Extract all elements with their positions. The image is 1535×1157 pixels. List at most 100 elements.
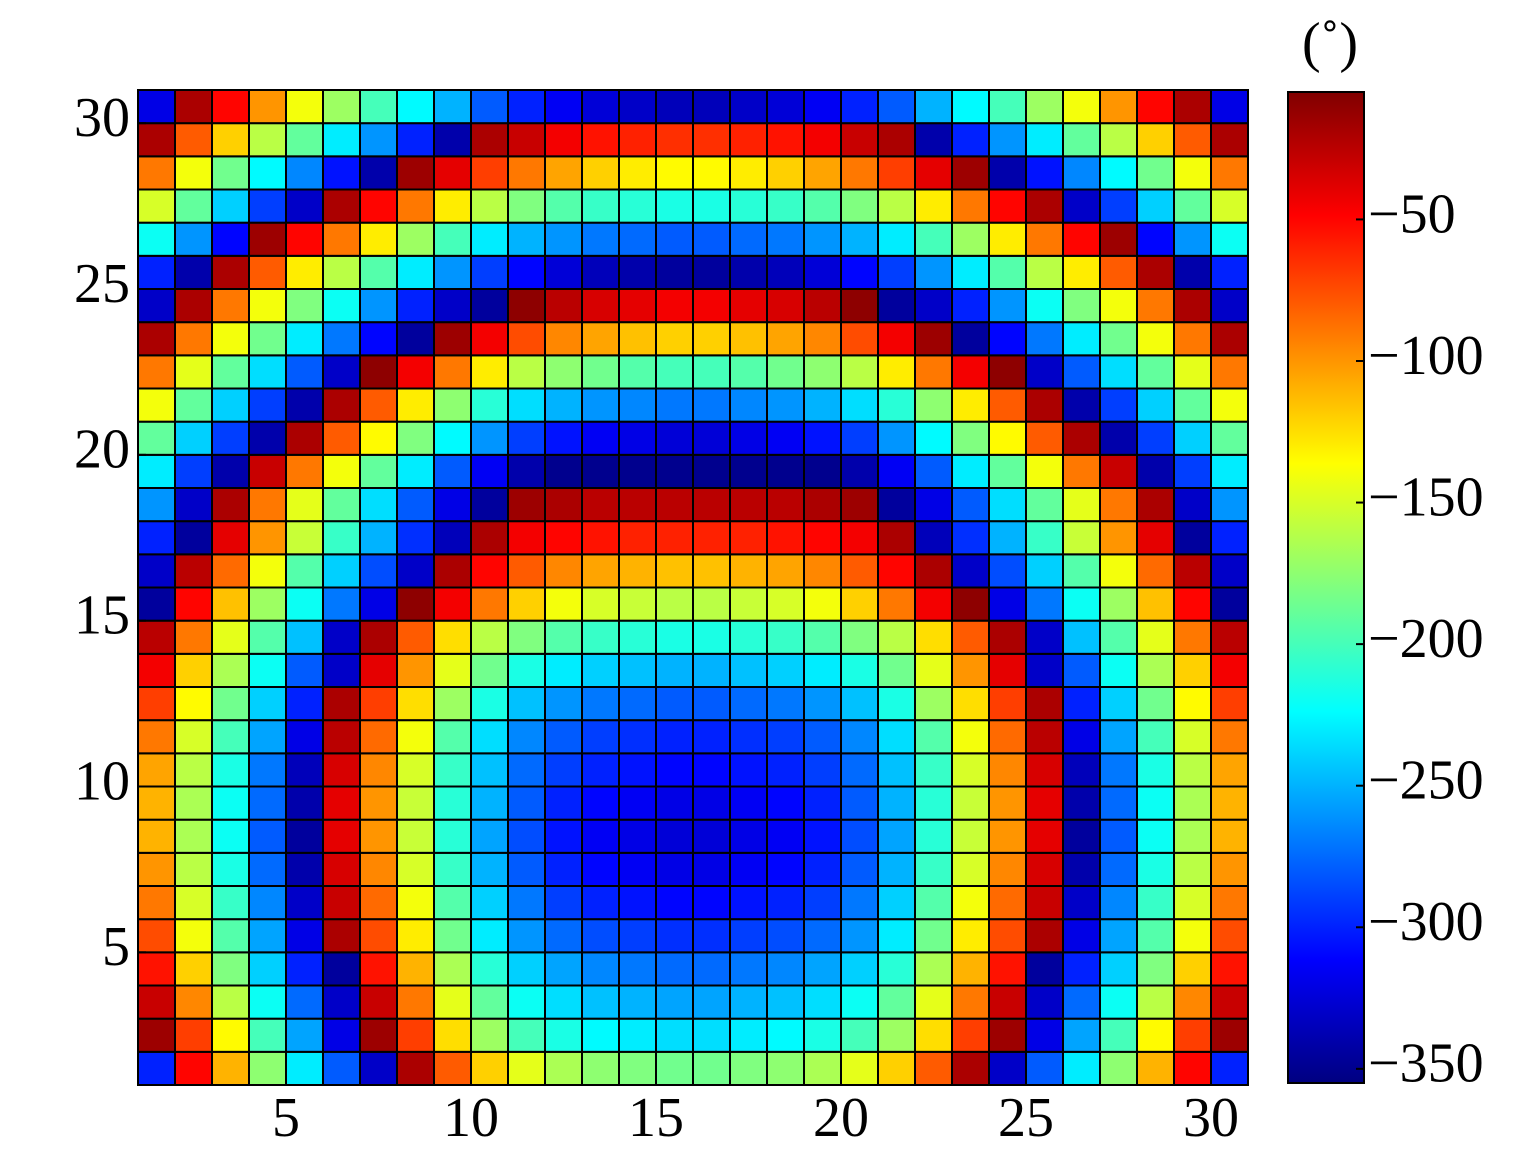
heatmap-cell xyxy=(285,122,324,158)
heatmap-cell xyxy=(729,851,768,887)
heatmap-cell xyxy=(988,221,1027,257)
heatmap-cell xyxy=(359,420,398,456)
heatmap-cell xyxy=(137,89,176,125)
heatmap-cell xyxy=(137,553,176,589)
heatmap-cell xyxy=(692,155,731,191)
heatmap-cell xyxy=(1025,752,1064,788)
heatmap-cell xyxy=(285,818,324,854)
heatmap-cell xyxy=(470,885,509,921)
heatmap-cell xyxy=(877,89,916,125)
heatmap-cell xyxy=(803,487,842,523)
heatmap-cell xyxy=(507,321,546,357)
heatmap-cell xyxy=(729,818,768,854)
heatmap-cell xyxy=(433,221,472,257)
heatmap-cell xyxy=(137,254,176,290)
heatmap-cell xyxy=(655,719,694,755)
heatmap-cell xyxy=(285,851,324,887)
heatmap-cell xyxy=(729,652,768,688)
heatmap-cell xyxy=(840,951,879,987)
heatmap-cell xyxy=(1136,1017,1175,1053)
heatmap-cell xyxy=(1210,520,1249,556)
heatmap-cell xyxy=(655,785,694,821)
heatmap-cell xyxy=(1173,487,1212,523)
heatmap-cell xyxy=(581,586,620,622)
heatmap-cell xyxy=(914,619,953,655)
heatmap-cell xyxy=(359,321,398,357)
heatmap-cell xyxy=(692,818,731,854)
heatmap-cell xyxy=(988,951,1027,987)
heatmap-cell xyxy=(174,752,213,788)
heatmap-cell xyxy=(433,254,472,290)
heatmap-cell xyxy=(618,155,657,191)
heatmap-cell xyxy=(581,752,620,788)
heatmap-cell xyxy=(803,288,842,324)
heatmap-cell xyxy=(544,1050,583,1087)
heatmap-cell xyxy=(1099,586,1138,622)
heatmap xyxy=(137,89,1249,1087)
heatmap-cell xyxy=(1062,984,1101,1020)
heatmap-cell xyxy=(507,918,546,954)
heatmap-cell xyxy=(581,885,620,921)
heatmap-cell xyxy=(285,652,324,688)
heatmap-cell xyxy=(137,951,176,987)
heatmap-cell xyxy=(581,918,620,954)
heatmap-cell xyxy=(1173,122,1212,158)
heatmap-cell xyxy=(951,619,990,655)
heatmap-cell xyxy=(544,122,583,158)
heatmap-cell xyxy=(1136,818,1175,854)
heatmap-cell xyxy=(1025,918,1064,954)
heatmap-cell xyxy=(692,619,731,655)
heatmap-cell xyxy=(951,719,990,755)
heatmap-cell xyxy=(840,851,879,887)
heatmap-cell xyxy=(803,586,842,622)
heatmap-cell xyxy=(1062,420,1101,456)
heatmap-cell xyxy=(803,818,842,854)
heatmap-cell xyxy=(248,188,287,224)
heatmap-cell xyxy=(396,918,435,954)
heatmap-cell xyxy=(1099,1050,1138,1087)
heatmap-cell xyxy=(877,951,916,987)
heatmap-cell xyxy=(692,420,731,456)
heatmap-cell xyxy=(655,254,694,290)
heatmap-cell xyxy=(544,89,583,125)
heatmap-cell xyxy=(322,487,361,523)
heatmap-cell xyxy=(174,520,213,556)
heatmap-cell xyxy=(877,553,916,589)
heatmap-cell xyxy=(1099,652,1138,688)
heatmap-cell xyxy=(322,254,361,290)
heatmap-cell xyxy=(951,155,990,191)
heatmap-cell xyxy=(655,89,694,125)
heatmap-cell xyxy=(396,420,435,456)
heatmap-cell xyxy=(174,553,213,589)
heatmap-cell xyxy=(581,719,620,755)
heatmap-cell xyxy=(951,520,990,556)
heatmap-cell xyxy=(470,188,509,224)
heatmap-cell xyxy=(1099,818,1138,854)
heatmap-cell xyxy=(322,89,361,125)
heatmap-cell xyxy=(433,1017,472,1053)
heatmap-cell xyxy=(322,122,361,158)
heatmap-cell xyxy=(951,221,990,257)
heatmap-cell xyxy=(211,155,250,191)
heatmap-cell xyxy=(322,1050,361,1087)
heatmap-cell xyxy=(1099,619,1138,655)
heatmap-cell xyxy=(581,89,620,125)
heatmap-cell xyxy=(1062,254,1101,290)
heatmap-cell xyxy=(1210,354,1249,390)
heatmap-cell xyxy=(581,288,620,324)
heatmap-cell xyxy=(729,520,768,556)
heatmap-cell xyxy=(211,254,250,290)
heatmap-cell xyxy=(1062,619,1101,655)
heatmap-cell xyxy=(618,752,657,788)
heatmap-cell xyxy=(692,387,731,423)
heatmap-cell xyxy=(137,818,176,854)
heatmap-cell xyxy=(433,752,472,788)
heatmap-cell xyxy=(285,619,324,655)
heatmap-cell xyxy=(840,254,879,290)
heatmap-cell xyxy=(359,818,398,854)
heatmap-cell xyxy=(174,155,213,191)
heatmap-cell xyxy=(914,719,953,755)
x-tick-label: 5 xyxy=(272,1087,300,1149)
heatmap-cell xyxy=(1099,453,1138,490)
heatmap-cell xyxy=(914,818,953,854)
